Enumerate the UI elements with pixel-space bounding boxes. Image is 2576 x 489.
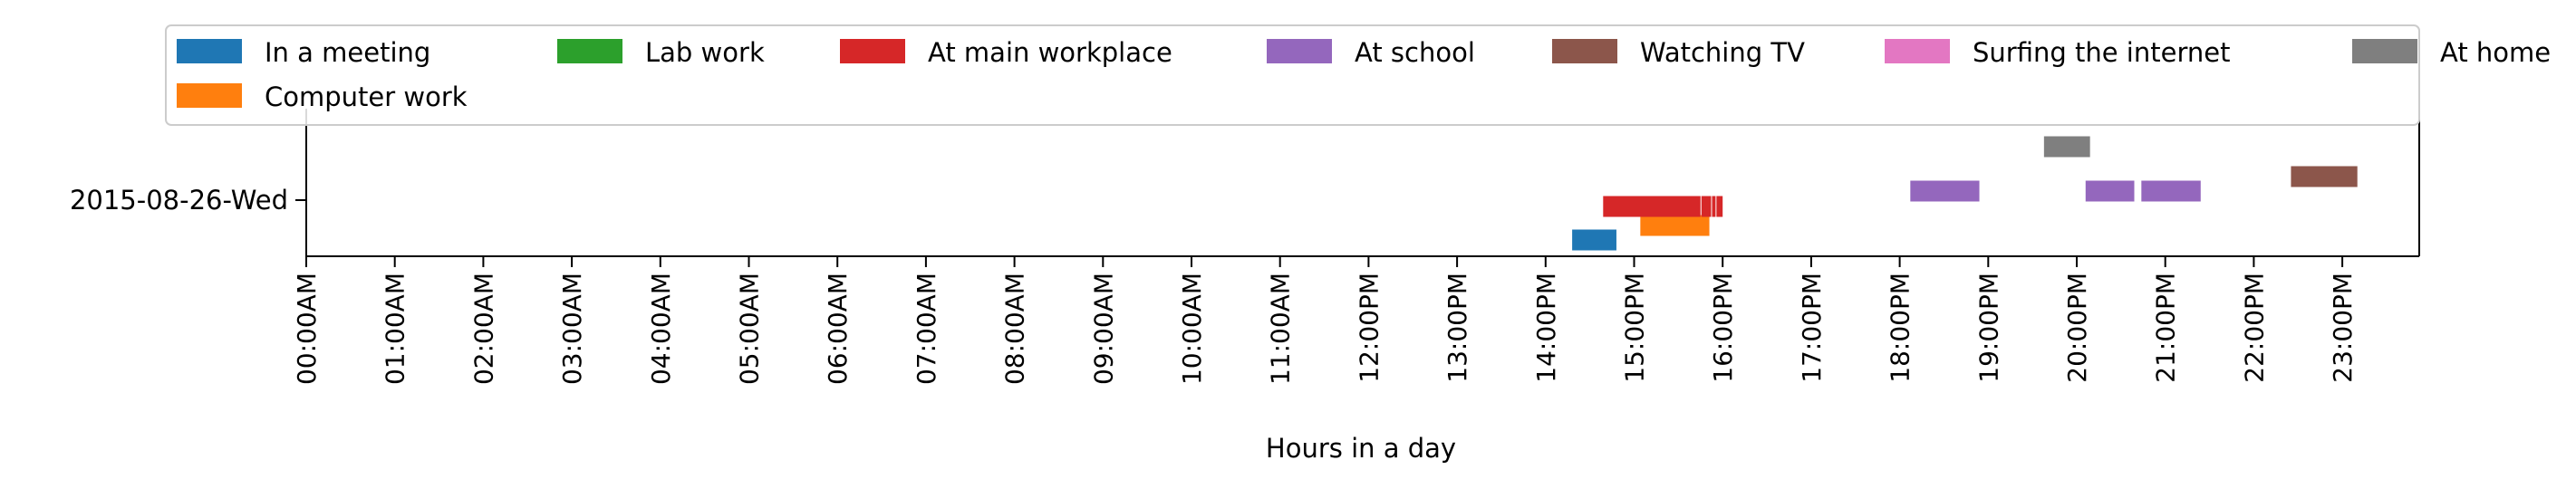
legend-swatch (177, 39, 242, 63)
x-tick-label-16: 16:00PM (1708, 273, 1738, 383)
bar-at-school-2 (2141, 180, 2201, 202)
bar-at-main-workplace-3 (1716, 196, 1723, 217)
x-tick-label-5: 05:00AM (735, 273, 765, 385)
x-tick-label-1: 01:00AM (381, 273, 410, 385)
y-tick-label-0: 2015-08-26-Wed (70, 185, 288, 216)
x-tick-label-17: 17:00PM (1797, 273, 1827, 383)
legend: In a meeting Lab work At main workplace At … (165, 24, 2551, 126)
legend-label: In a meeting (265, 37, 430, 68)
legend-label: Watching TV (1640, 37, 1805, 68)
legend-label: Computer work (265, 82, 468, 112)
x-tick-label-4: 04:00AM (646, 273, 676, 385)
x-tick-label-19: 19:00PM (1973, 273, 2003, 383)
legend-swatch (1552, 39, 1617, 63)
legend-item-watching-tv: Watching TV (1552, 37, 1805, 68)
legend-swatch (177, 83, 242, 108)
bar-in-a-meeting-0 (1572, 229, 1616, 251)
x-tick-label-8: 08:00AM (1000, 273, 1030, 385)
legend-item-in-a-meeting: In a meeting (177, 37, 430, 68)
x-tick-label-23: 23:00PM (2328, 273, 2358, 383)
legend-swatch (1267, 39, 1332, 63)
bar-computer-work-0 (1640, 215, 1710, 236)
legend-frame (165, 24, 2420, 126)
axes-layer: 00:00AM 01:00AM 02:00AM 03:00AM 04:00AM 05:00… (70, 109, 2420, 385)
x-tick-label-2: 02:00AM (468, 273, 498, 385)
bar-at-main-workplace-2 (1712, 196, 1716, 217)
legend-label: At home (2440, 37, 2551, 68)
legend-item-computer-work: Computer work (177, 82, 468, 112)
x-tick-label-22: 22:00PM (2239, 273, 2269, 383)
legend-swatch (1885, 39, 1950, 63)
x-tick-label-15: 15:00PM (1620, 273, 1650, 383)
x-tick-label-14: 14:00PM (1531, 273, 1561, 383)
bar-watching-tv-0 (2291, 166, 2358, 187)
legend-label: Surfing the internet (1973, 37, 2230, 68)
x-tick-label-7: 07:00AM (912, 273, 941, 385)
bar-at-school-0 (1910, 180, 1980, 202)
legend-item-lab-work: Lab work (557, 37, 765, 68)
x-tick-label-11: 11:00AM (1266, 273, 1296, 385)
legend-swatch (2352, 39, 2417, 63)
legend-label: At main workplace (928, 37, 1172, 68)
x-tick-label-12: 12:00PM (1354, 273, 1384, 383)
x-tick-label-20: 20:00PM (2062, 273, 2092, 383)
x-tick-label-6: 06:00AM (823, 273, 853, 385)
bar-at-school-1 (2085, 180, 2135, 202)
legend-item-surfing-the-internet: Surfing the internet (1885, 37, 2230, 68)
x-tick-label-3: 03:00AM (557, 273, 587, 385)
legend-label: Lab work (645, 37, 765, 68)
legend-swatch (840, 39, 905, 63)
x-axis-label: Hours in a day (1266, 433, 1456, 464)
bar-at-main-workplace-1 (1701, 196, 1712, 217)
x-tick-label-10: 10:00AM (1177, 273, 1207, 385)
bars-layer (1572, 136, 2358, 251)
legend-swatch (557, 39, 622, 63)
legend-item-at-main-workplace: At main workplace (840, 37, 1172, 68)
x-tick-label-18: 18:00PM (1886, 273, 1915, 383)
x-tick-label-13: 13:00PM (1442, 273, 1472, 383)
x-tick-label-9: 09:00AM (1088, 273, 1118, 385)
x-tick-label-0: 00:00AM (292, 273, 322, 385)
x-tick-label-21: 21:00PM (2151, 273, 2181, 383)
legend-item-at-home: At home (2352, 37, 2551, 68)
legend-label: At school (1355, 37, 1475, 68)
bar-at-home-0 (2043, 136, 2090, 158)
bar-at-main-workplace-0 (1603, 196, 1701, 217)
legend-item-at-school: At school (1267, 37, 1475, 68)
